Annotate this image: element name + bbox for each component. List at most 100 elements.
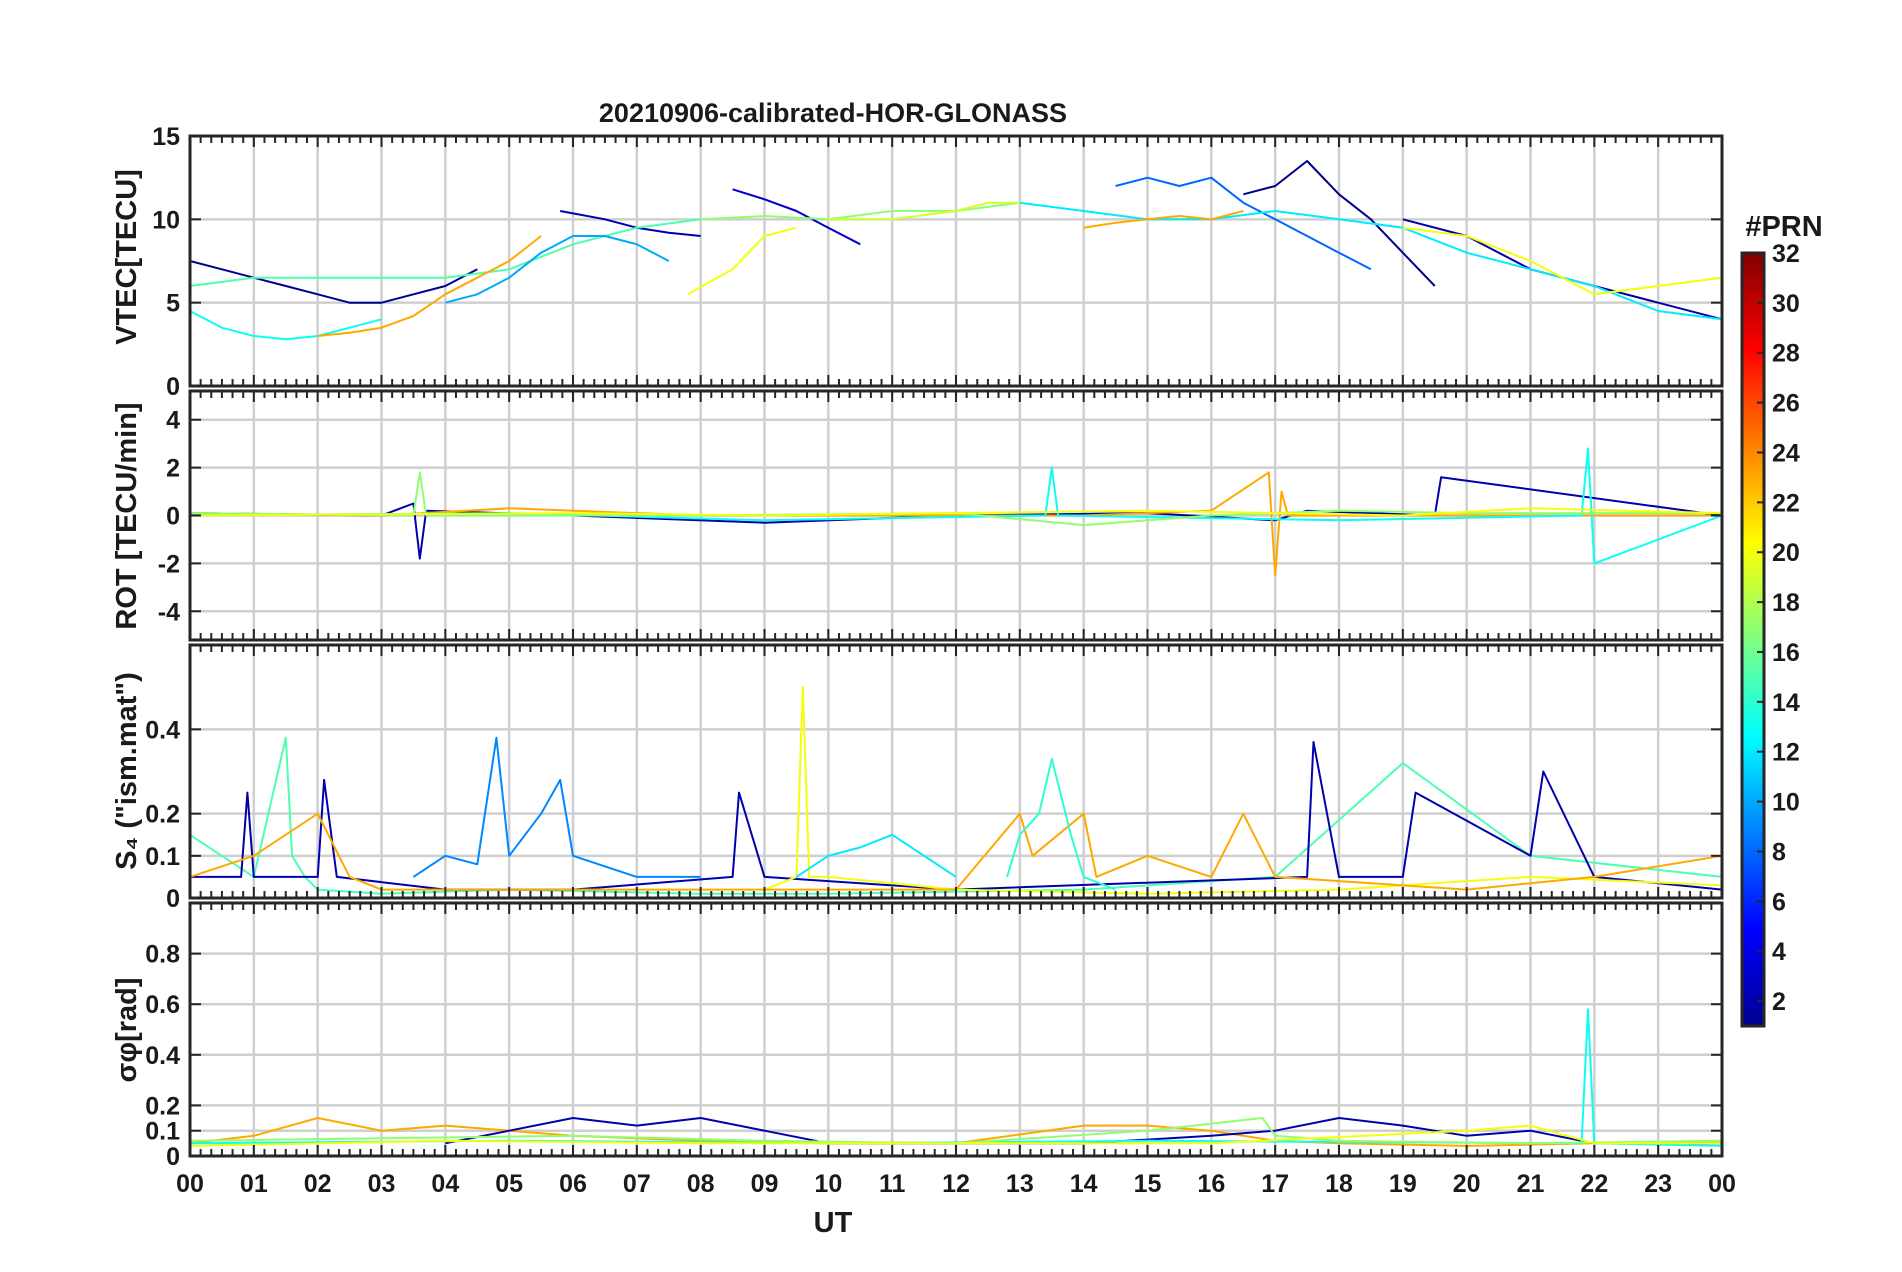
y-axis-label: ROT [TECU/min] (111, 402, 143, 629)
x-tick-label: 01 (240, 1170, 268, 1198)
series-line-prn-12 (795, 833, 957, 878)
y-tick-label: 0.4 (145, 1042, 180, 1070)
colorbar-tick-label: 22 (1772, 489, 1800, 517)
series-group (189, 1008, 1723, 1147)
colorbar-tick-label: 14 (1772, 689, 1800, 717)
tick-marks (189, 645, 1723, 899)
panel-s4: 0 0.1 0.2 0.4S₄ ("ism.mat") (111, 643, 1724, 913)
colorbar-tick-label: 30 (1772, 290, 1800, 318)
y-axis-label: VTEC[TECU] (111, 169, 143, 345)
colorbar-tick-label: 8 (1772, 838, 1786, 866)
tick-marks (189, 903, 1723, 1157)
series-line-prn-1 (1243, 160, 1436, 287)
colorbar-tick-label: 10 (1772, 789, 1800, 817)
x-tick-label: 15 (1134, 1170, 1162, 1198)
y-tick-label: 0.8 (145, 941, 180, 969)
series-line-prn-23 (189, 812, 1723, 891)
colorbar-tick-label: 6 (1772, 888, 1786, 916)
series-line-prn-20 (189, 507, 1723, 517)
colorbar-tick-label: 32 (1772, 240, 1800, 268)
series-group (189, 447, 1723, 577)
series-line-prn-2 (445, 1117, 1722, 1145)
series-line-prn-2 (190, 741, 1723, 891)
x-tick-label: 10 (814, 1170, 842, 1198)
series-line-prn-13 (189, 447, 1723, 565)
x-tick-label: 20 (1453, 1170, 1481, 1198)
panel-vtec: 0 5 10 15 VTEC[TECU] (111, 123, 1724, 401)
y-tick-label: 0 (166, 1143, 180, 1171)
x-tick-label: 05 (495, 1170, 523, 1198)
panel-rot: -4 -2 0 2 4 ROT [TECU/min] (111, 389, 1724, 642)
series-line-prn-19 (828, 201, 1020, 221)
x-tick-label: 09 (751, 1170, 779, 1198)
gridlines (188, 134, 1724, 388)
y-tick-label: 0 (166, 503, 180, 531)
colorbar-tick-label: 18 (1772, 589, 1800, 617)
colorbar-tick-label: 16 (1772, 639, 1800, 667)
y-tick-label: 0.2 (145, 801, 180, 829)
y-axis-label: S₄ ("ism.mat") (111, 672, 143, 870)
series-line-prn-9 (412, 736, 701, 878)
y-tick-label: 0 (166, 373, 180, 401)
series-line-prn-20 (764, 686, 1723, 895)
colorbar-tick-label: 2 (1772, 988, 1786, 1016)
x-tick-label: 04 (431, 1170, 459, 1198)
series-line-prn-15 (189, 218, 701, 287)
y-tick-label: 0.4 (145, 716, 180, 744)
colorbar-tick-label: 28 (1772, 340, 1800, 368)
colorbar-gradient (1742, 253, 1764, 1026)
series-line-prn-17 (189, 1117, 1723, 1145)
series-line-prn-20 (189, 1124, 1722, 1147)
panel-sigma_phi: 00.10.2 0.4 0.6 0.8σφ[rad] 00 01 02 03 04 05 06 07 0… (111, 901, 1736, 1198)
chart-title: 20210906-calibrated-HOR-GLONASS (599, 98, 1067, 128)
y-tick-label: 0.2 (145, 1092, 180, 1120)
colorbar-frame (1740, 251, 1766, 1028)
x-tick-label: 00 (176, 1170, 204, 1198)
y-tick-label: 2 (166, 455, 180, 483)
x-axis-label: UT (814, 1207, 853, 1239)
series-line-prn-23 (1083, 210, 1244, 229)
y-axis-label: σφ[rad] (111, 977, 143, 1082)
colorbar-tick-label: 24 (1772, 439, 1800, 467)
y-tick-label: -2 (158, 550, 180, 578)
y-tick-label: 0.6 (145, 991, 180, 1019)
series-line-prn-14 (1006, 757, 1116, 891)
series-line-prn-13 (189, 310, 382, 341)
x-tick-label: 08 (687, 1170, 715, 1198)
gridlines (188, 645, 1724, 900)
series-line-prn-20 (687, 226, 797, 296)
series-line-prn-23 (317, 235, 542, 337)
tick-marks (189, 391, 1723, 640)
series-line-prn-3 (732, 188, 861, 246)
x-tick-label: 02 (304, 1170, 332, 1198)
y-tick-label: -4 (158, 598, 180, 626)
colorbar-tick-label: 4 (1772, 938, 1786, 966)
x-tick-label: 17 (1261, 1170, 1289, 1198)
x-tick-label: 00 (1708, 1170, 1736, 1198)
colorbar-title: #PRN (1745, 211, 1822, 243)
x-tick-label: 13 (1006, 1170, 1034, 1198)
series-line-prn-8 (1115, 176, 1372, 271)
series-group (189, 160, 1723, 341)
series-line-prn-1 (189, 260, 478, 304)
series-line-prn-20 (1402, 226, 1723, 296)
tick-marks (189, 135, 1723, 387)
x-tick-label: 21 (1517, 1170, 1545, 1198)
x-tick-label: 07 (623, 1170, 651, 1198)
y-tick-label: 0 (166, 885, 180, 913)
colorbar-tick-label: 12 (1772, 739, 1800, 767)
x-tick-label: 11 (879, 1170, 906, 1198)
x-tick-label: 18 (1325, 1170, 1353, 1198)
gridlines (188, 903, 1724, 1158)
y-tick-label: 4 (166, 407, 180, 435)
x-tick-label: 19 (1389, 1170, 1417, 1198)
x-tick-label: 06 (559, 1170, 587, 1198)
x-tick-label: 14 (1070, 1170, 1098, 1198)
x-tick-label: 12 (942, 1170, 970, 1198)
y-tick-label: 0.1 (145, 1118, 180, 1146)
series-line-prn-17 (700, 201, 1020, 221)
y-tick-label: 15 (152, 123, 180, 151)
y-tick-label: 10 (152, 206, 180, 234)
